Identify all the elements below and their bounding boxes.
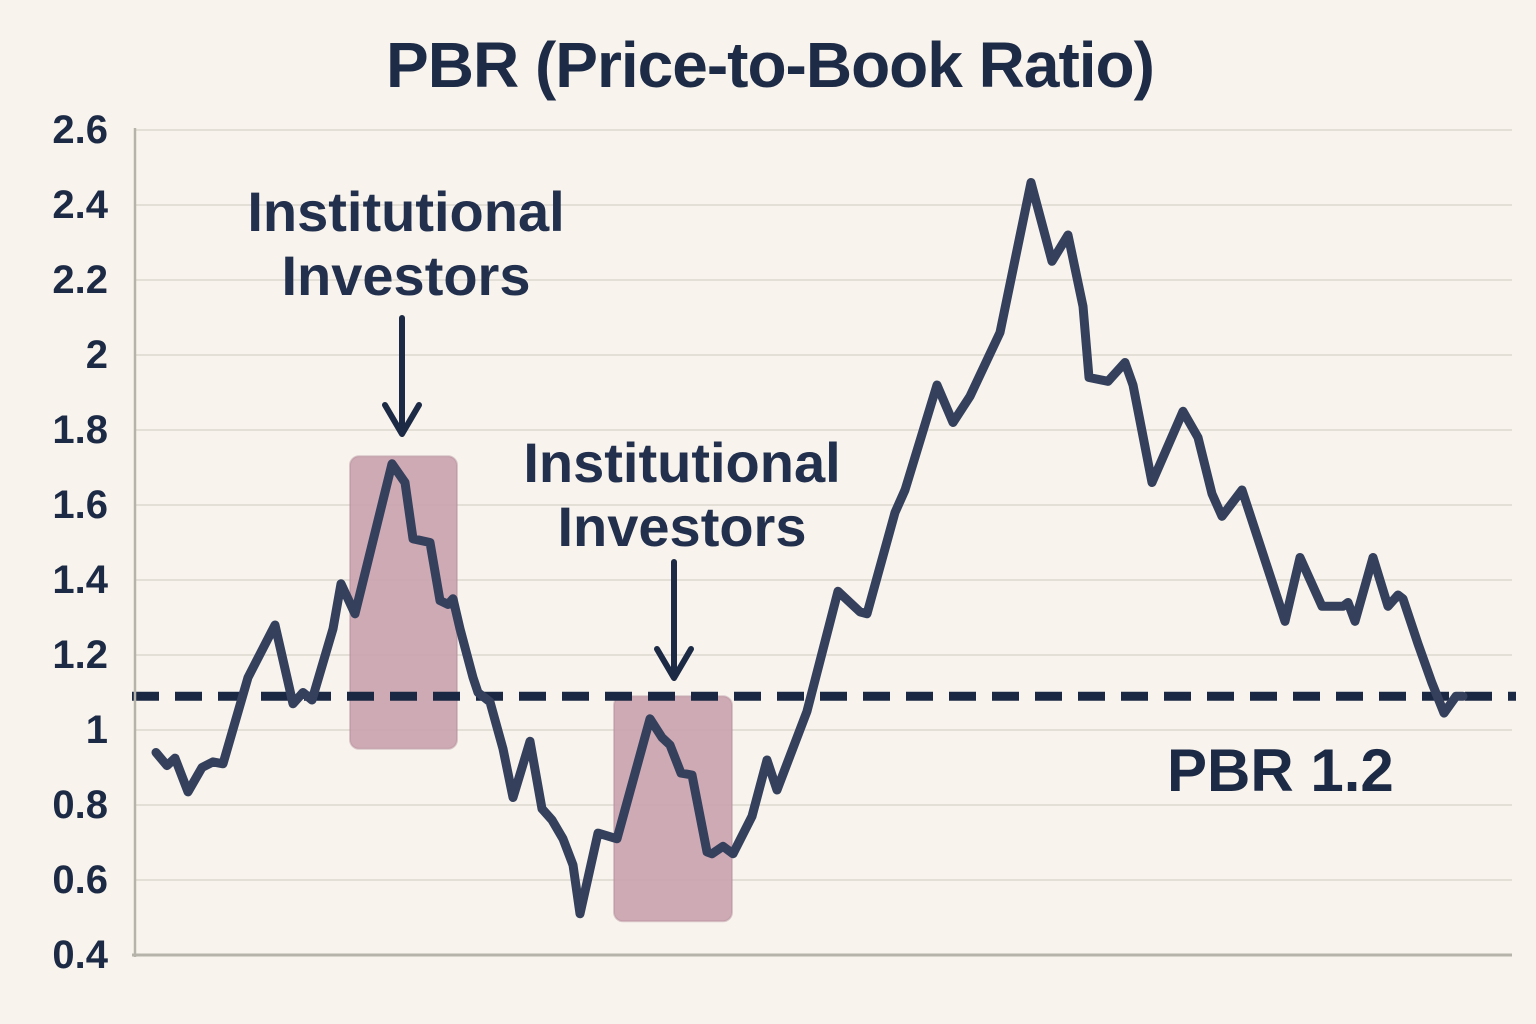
band-annotation-2-line1: Institutional <box>523 431 841 494</box>
down-arrow-head <box>382 402 422 437</box>
pbr-line-series <box>151 178 1468 919</box>
highlight-band <box>613 695 733 923</box>
y-tick-label: 2.6 <box>52 108 108 152</box>
y-tick-label: 1 <box>85 708 108 752</box>
band-annotation-1-line1: Institutional <box>247 180 565 243</box>
y-tick-label: 0.6 <box>52 858 108 902</box>
y-tick-label: 1.4 <box>52 558 108 602</box>
down-arrow-head <box>654 646 694 681</box>
y-tick-label: 2.4 <box>52 183 108 227</box>
y-tick-label: 1.2 <box>52 633 108 677</box>
chart-title: PBR (Price-to-Book Ratio) <box>386 29 1155 101</box>
band-annotation-1-line2: Investors <box>281 244 531 307</box>
band-annotation-1: Institutional Investors <box>247 180 564 308</box>
y-tick-label: 2.2 <box>52 258 108 302</box>
threshold-label: PBR 1.2 <box>1167 737 1394 804</box>
y-tick-label: 0.8 <box>52 783 108 827</box>
annotation-arrows <box>382 315 694 681</box>
y-tick-label: 0.4 <box>52 933 108 977</box>
y-tick-label: 1.8 <box>52 408 108 452</box>
y-tick-label: 1.6 <box>52 483 108 527</box>
band-annotation-2-line2: Investors <box>557 495 807 558</box>
y-tick-label: 2 <box>85 333 108 377</box>
band-annotation-2: Institutional Investors <box>523 431 840 559</box>
